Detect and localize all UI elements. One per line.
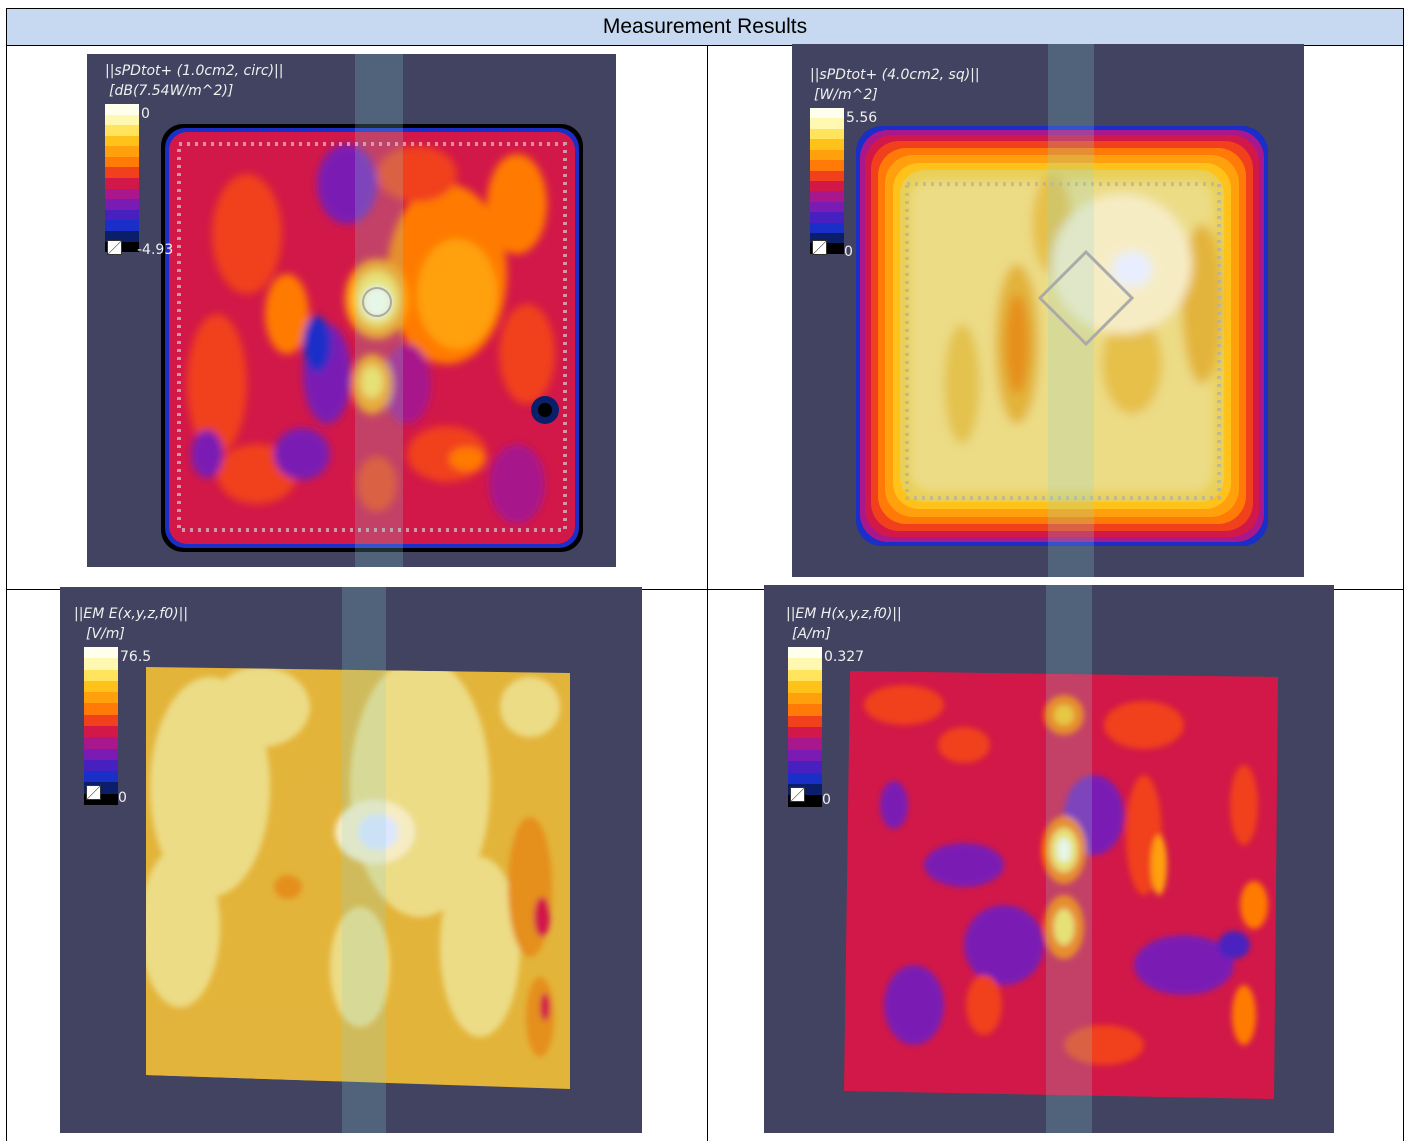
colorbar-toggle-icon[interactable] [107, 240, 122, 255]
colorbar-swatch [84, 669, 118, 681]
colorbar-swatch [84, 793, 118, 805]
colorbar-swatch [105, 167, 139, 179]
e-field-heatmap-panel: ||EM E(x,y,z,f0)|| [V/m] 76.5 0 [60, 587, 642, 1133]
spd-1cm2-field-map [161, 54, 583, 567]
colorbar-swatch [788, 681, 822, 693]
colorbar-swatch [105, 114, 139, 126]
peak-averaging-square [1037, 249, 1135, 347]
colorbar-swatch [84, 658, 118, 670]
colorbar-swatch [84, 737, 118, 749]
colorbar-swatch [810, 201, 844, 213]
colorbar-swatch [788, 658, 822, 670]
colorbar-swatch [84, 771, 118, 783]
colorbar-swatch [105, 135, 139, 147]
colorbar-swatch [788, 738, 822, 750]
colorbar-swatch [810, 180, 844, 192]
column-divider [707, 46, 708, 1141]
colorbar-swatch [84, 680, 118, 693]
colorbar-swatch [105, 209, 139, 221]
table-header: Measurement Results [7, 9, 1403, 46]
colorbar-swatch [810, 170, 844, 181]
colorbar-swatch [105, 241, 139, 253]
colorbar-swatch [810, 233, 844, 244]
probe-beam-overlay [355, 54, 403, 567]
spd-4cm2-heatmap-panel: ||sPDtot+ (4.0cm2, sq)|| [W/m^2] 5.56 0 [792, 44, 1304, 577]
quantity-unit: [A/m] [792, 626, 831, 642]
colorbar-swatch [810, 191, 844, 202]
colorbar-min-label: -4.93 [137, 242, 174, 258]
colorbar-swatch [788, 669, 822, 682]
colorbar-swatch [105, 199, 139, 210]
probe-beam-overlay [342, 587, 386, 1133]
quantity-unit: [W/m^2] [814, 87, 878, 103]
colorbar-swatch [105, 230, 139, 242]
colorbar [105, 104, 139, 253]
colorbar-toggle-icon[interactable] [790, 787, 805, 802]
colorbar [84, 647, 118, 805]
colorbar-max-label: 76.5 [120, 649, 152, 665]
colorbar-swatch [105, 125, 139, 136]
colorbar-swatch [105, 104, 139, 115]
colorbar-swatch [105, 146, 139, 157]
colorbar-swatch [788, 761, 822, 773]
colorbar-swatch [810, 128, 844, 140]
colorbar-swatch [810, 212, 844, 223]
colorbar-swatch [810, 222, 844, 234]
colorbar-toggle-icon[interactable] [86, 785, 101, 800]
colorbar [810, 108, 844, 254]
colorbar-swatch [788, 715, 822, 727]
spd-4cm2-field-map [856, 44, 1268, 577]
colorbar-swatch [788, 726, 822, 739]
colorbar-swatch [84, 703, 118, 715]
h-field-heatmap-panel: ||EM H(x,y,z,f0)|| [A/m] 0.327 0 [764, 585, 1334, 1133]
quantity-title: ||sPDtot+ (1.0cm2, circ)|| [105, 63, 284, 79]
colorbar-min-label: 0 [822, 792, 831, 808]
colorbar-max-label: 0.327 [824, 649, 865, 665]
h-field-map [844, 585, 1278, 1133]
colorbar-swatch [105, 156, 139, 168]
colorbar-swatch [810, 139, 844, 150]
colorbar-min-label: 0 [118, 790, 127, 806]
probe-beam-overlay [1048, 44, 1094, 577]
colorbar-swatch [788, 772, 822, 785]
colorbar-swatch [84, 725, 118, 738]
peak-averaging-circle [362, 287, 392, 317]
quantity-unit: [V/m] [86, 626, 125, 642]
colorbar-swatch [810, 243, 844, 254]
colorbar-max-label: 0 [141, 106, 150, 122]
colorbar-swatch [84, 714, 118, 726]
quantity-title: ||EM H(x,y,z,f0)|| [786, 606, 902, 622]
colorbar-swatch [84, 759, 118, 772]
colorbar-swatch [105, 178, 139, 189]
colorbar-swatch [810, 108, 844, 119]
colorbar-swatch [788, 749, 822, 762]
quantity-title: ||sPDtot+ (4.0cm2, sq)|| [810, 67, 980, 83]
colorbar-max-label: 5.56 [846, 110, 878, 126]
colorbar-swatch [810, 149, 844, 161]
colorbar-swatch [84, 692, 118, 704]
colorbar-swatch [788, 647, 822, 659]
colorbar-toggle-icon[interactable] [812, 240, 827, 255]
colorbar-swatch [788, 784, 822, 796]
colorbar-swatch [84, 647, 118, 659]
colorbar-swatch [810, 160, 844, 171]
colorbar-swatch [788, 795, 822, 807]
quantity-title: ||EM E(x,y,z,f0)|| [74, 606, 189, 622]
probe-beam-overlay [1046, 585, 1092, 1133]
colorbar-swatch [84, 782, 118, 794]
colorbar-swatch [105, 188, 139, 200]
colorbar-swatch [105, 220, 139, 231]
colorbar-swatch [788, 704, 822, 716]
measurement-results-table: Measurement Results [6, 8, 1404, 1141]
colorbar-swatch [810, 118, 844, 129]
colorbar-swatch [788, 692, 822, 705]
quantity-unit: [dB(7.54W/m^2)] [109, 83, 234, 99]
colorbar [788, 647, 822, 807]
colorbar-min-label: 0 [844, 244, 853, 260]
measurement-area-outline [177, 142, 567, 532]
e-field-map [146, 587, 570, 1133]
row-divider [7, 589, 1403, 590]
colorbar-swatch [84, 748, 118, 760]
spd-1cm2-heatmap-panel: ||sPDtot+ (1.0cm2, circ)|| [dB(7.54W/m^2… [87, 54, 616, 567]
